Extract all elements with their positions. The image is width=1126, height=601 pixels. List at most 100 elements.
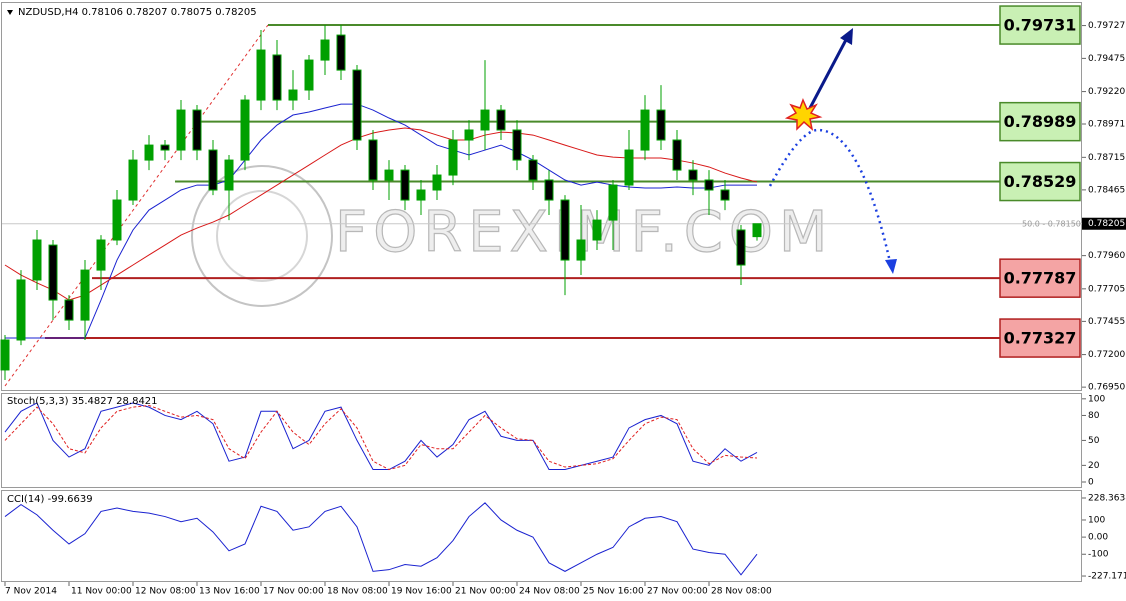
annotation: 50.0 - 0.78150 xyxy=(1022,220,1081,229)
y-tick-label: -100 xyxy=(1088,550,1109,560)
x-tick-label: 7 Nov 2014 xyxy=(5,587,57,597)
y-tick-label: 0.78715 xyxy=(1088,153,1125,163)
candle-body xyxy=(576,239,586,261)
x-tick-label: 17 Nov 00:00 xyxy=(263,587,324,597)
candle-body xyxy=(16,279,26,341)
y-tick-label: 0.77705 xyxy=(1088,284,1125,294)
candle-body xyxy=(0,339,10,371)
y-tick-label: 0 xyxy=(1088,478,1094,488)
candle-body xyxy=(544,179,554,201)
x-tick-label: 24 Nov 08:00 xyxy=(519,587,580,597)
candle-body xyxy=(96,239,106,271)
menu-icon xyxy=(7,10,13,15)
x-tick-label: 28 Nov 08:00 xyxy=(711,587,772,597)
candle-body xyxy=(736,229,746,266)
arrow-up xyxy=(808,35,850,109)
y-tick-label: 0.79475 xyxy=(1088,54,1125,64)
last-price-label: 0.78205 xyxy=(1088,219,1125,229)
x-tick-label: 11 Nov 00:00 xyxy=(71,587,132,597)
y-tick-label: 100 xyxy=(1088,515,1105,525)
candle-body xyxy=(224,159,234,191)
y-tick-label: 0.00 xyxy=(1088,533,1108,543)
candle-body xyxy=(368,139,378,181)
candle-body xyxy=(672,139,682,171)
candle-body xyxy=(128,159,138,201)
cci-header: CCI(14) -99.6639 xyxy=(7,494,93,505)
level-box xyxy=(999,318,1081,358)
level-box xyxy=(999,101,1081,142)
arrow-head xyxy=(885,259,897,274)
watermark-logo xyxy=(191,165,333,307)
candle-body xyxy=(208,149,218,191)
candle-body xyxy=(656,109,666,141)
x-tick-label: 12 Nov 08:00 xyxy=(135,587,196,597)
candle-body xyxy=(400,169,410,201)
candle-body xyxy=(592,219,602,241)
y-tick-label: 0.77455 xyxy=(1088,317,1125,327)
candle-body xyxy=(704,179,714,191)
candle-body xyxy=(272,54,282,101)
candle-body xyxy=(528,159,538,181)
candle-body xyxy=(496,109,506,131)
candle-body xyxy=(112,199,122,241)
candle-body xyxy=(144,144,154,161)
candle-body xyxy=(352,69,362,141)
x-tick-label: 21 Nov 00:00 xyxy=(455,587,516,597)
indicator-line xyxy=(4,404,758,471)
watermark-logo xyxy=(216,190,308,282)
level-label: 0.77787 xyxy=(1004,269,1077,288)
y-tick-label: 100 xyxy=(1088,394,1105,404)
candle-body xyxy=(608,184,618,221)
last-price-box xyxy=(1082,217,1126,230)
level-label: 0.77327 xyxy=(1004,329,1077,348)
y-tick-label: 228.3638 xyxy=(1088,493,1126,503)
y-tick-label: 0.79727 xyxy=(1088,21,1125,31)
arrow-head xyxy=(840,28,853,45)
symbol-header: NZDUSD,H4 0.78106 0.78207 0.78075 0.7820… xyxy=(18,7,257,18)
stoch-panel xyxy=(1,393,1082,488)
candle-body xyxy=(480,109,490,131)
candle-body xyxy=(192,109,202,151)
moving-average xyxy=(5,103,757,339)
y-tick-label: 0.77960 xyxy=(1088,251,1125,261)
y-tick-label: 0.76950 xyxy=(1088,383,1125,393)
candle-body xyxy=(640,109,650,151)
candle-body xyxy=(512,129,522,161)
candle-body xyxy=(304,59,314,91)
candle-body xyxy=(432,174,442,191)
indicator-line xyxy=(4,502,758,576)
candle-body xyxy=(752,223,762,238)
y-tick-label: 0.78971 xyxy=(1088,120,1125,130)
level-label: 0.79731 xyxy=(1004,16,1077,35)
candle-body xyxy=(48,244,58,301)
x-tick-label: 18 Nov 08:00 xyxy=(327,587,388,597)
x-tick-label: 25 Nov 16:00 xyxy=(583,587,644,597)
candle-body xyxy=(64,299,74,321)
level-label: 0.78529 xyxy=(1004,172,1077,191)
candle-body xyxy=(256,49,266,101)
candles-layer xyxy=(0,25,762,380)
trend-line xyxy=(4,24,269,387)
candle-body xyxy=(160,144,170,151)
x-tick-label: 19 Nov 16:00 xyxy=(391,587,452,597)
level-box xyxy=(999,161,1081,202)
level-box xyxy=(999,258,1081,298)
level-label: 0.78989 xyxy=(1004,112,1077,131)
level-box xyxy=(999,5,1081,45)
y-tick-label: 0.77200 xyxy=(1088,350,1125,360)
levels-layer: 0.79731 0.78989 0.78529 0.77787 0.77327 xyxy=(45,5,1081,358)
candle-body xyxy=(560,199,570,261)
x-tick-label: 13 Nov 16:00 xyxy=(199,587,260,597)
main-panel xyxy=(1,2,1082,391)
candle-body xyxy=(240,99,250,161)
indicator-line xyxy=(4,402,758,471)
y-tick-label: 50 xyxy=(1088,436,1100,446)
candle-body xyxy=(384,169,394,181)
candle-body xyxy=(464,129,474,141)
y-tick-label: 0.78465 xyxy=(1088,185,1125,195)
candle-body xyxy=(320,39,330,61)
candle-body xyxy=(448,139,458,176)
burst-icon xyxy=(784,98,823,132)
